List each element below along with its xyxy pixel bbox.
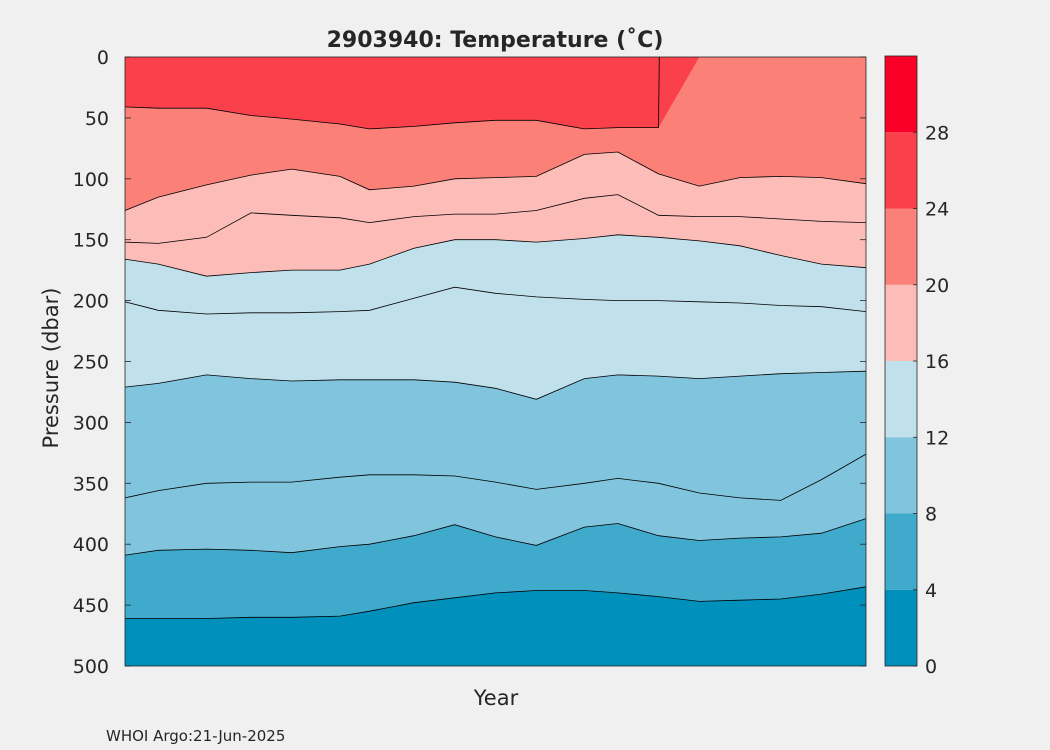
band-above-contour-8 [125,57,866,129]
colorbar-segment [885,132,917,209]
colorbar-segment [885,437,917,514]
y-tick-label: 300 [73,412,109,434]
colorbar-segment [885,513,917,590]
colorbar-segment [885,56,917,133]
contour-line-16-6 [124,194,867,244]
y-tick-label: 250 [73,352,109,374]
y-tick-label: 400 [73,534,109,556]
colorbar-segment [885,361,917,438]
y-tick-label: 350 [73,473,109,495]
colorbar-tick-label: 4 [925,580,937,602]
contour-line-24-8 [124,56,660,130]
contour-line-12-3 [124,370,867,400]
colorbar-tick-label: 16 [925,351,949,373]
y-axis-label: Pressure (dbar) [39,288,63,449]
band-0-4 [125,586,866,666]
colorbar-tick-label: 24 [925,199,949,221]
contour-line-12-4 [124,286,867,315]
x-axis-label: Year [473,686,519,710]
colorbar-segment [885,208,917,285]
plot-area [124,56,867,667]
colorbar-tick-label: 8 [925,504,937,526]
colorbar-segment [885,589,917,666]
contour-line-20-7 [124,151,867,211]
colorbar: 0 4 8 12 16 20 24 28 [884,55,949,678]
colorbar-segment [885,284,917,361]
chart-title: 2903940: Temperature (˚C) [327,28,664,53]
y-tick-label: 100 [73,169,109,191]
y-tick-label: 0 [97,47,109,69]
contour-line-8-1 [124,518,867,556]
colorbar-tick-label: 20 [925,275,949,297]
y-tick-label: 500 [73,656,109,678]
y-tick-label: 50 [85,108,109,130]
contour-line-16-5 [124,234,867,277]
y-axis: 0 50 100 150 200 250 300 350 400 450 500 [73,47,866,678]
footer-credit: WHOI Argo:21-Jun-2025 [106,727,285,745]
y-tick-label: 200 [73,291,109,313]
y-tick-label: 450 [73,595,109,617]
contour-line-4-0 [125,586,867,619]
colorbar-tick-label: 12 [925,427,949,449]
y-tick-label: 150 [73,230,109,252]
contour-line-8-2 [124,453,867,501]
colorbar-tick-label: 28 [925,122,949,144]
colorbar-tick-label: 0 [925,656,937,678]
